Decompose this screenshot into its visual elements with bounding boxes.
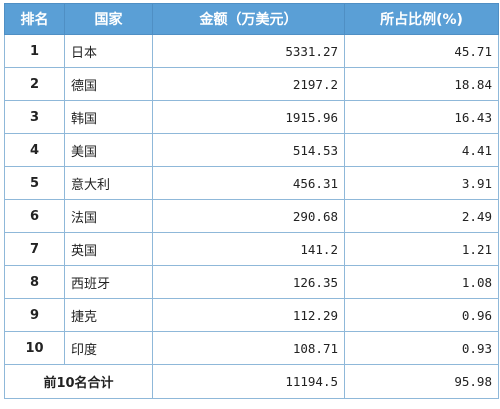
country-cell: 意大利 <box>64 166 153 200</box>
header-amount: 金额（万美元） <box>152 3 345 35</box>
country-cell: 法国 <box>64 199 153 233</box>
amount-cell: 141.2 <box>152 232 345 266</box>
table-row: 4 美国 514.53 4.41 <box>4 133 499 167</box>
header-rank: 排名 <box>4 3 65 35</box>
rank-cell: 6 <box>4 199 65 233</box>
table-row: 6 法国 290.68 2.49 <box>4 199 499 233</box>
ranking-table-container: 排名 国家 金额（万美元） 所占比例(%) 1 日本 5331.27 45.71… <box>4 3 499 399</box>
amount-cell: 290.68 <box>152 199 345 233</box>
share-cell: 0.96 <box>344 298 499 332</box>
share-cell: 1.08 <box>344 265 499 299</box>
share-cell: 2.49 <box>344 199 499 233</box>
table-header-row: 排名 国家 金额（万美元） 所占比例(%) <box>4 3 499 35</box>
table-row: 9 捷克 112.29 0.96 <box>4 298 499 332</box>
rank-cell: 5 <box>4 166 65 200</box>
header-country: 国家 <box>64 3 153 35</box>
rank-cell: 2 <box>4 67 65 101</box>
rank-cell: 8 <box>4 265 65 299</box>
country-cell: 西班牙 <box>64 265 153 299</box>
table-row: 2 德国 2197.2 18.84 <box>4 67 499 101</box>
ranking-table: 排名 国家 金额（万美元） 所占比例(%) 1 日本 5331.27 45.71… <box>4 3 499 399</box>
rank-cell: 7 <box>4 232 65 266</box>
share-cell: 0.93 <box>344 331 499 365</box>
country-cell: 韩国 <box>64 100 153 134</box>
table-row: 8 西班牙 126.35 1.08 <box>4 265 499 299</box>
country-cell: 美国 <box>64 133 153 167</box>
amount-cell: 108.71 <box>152 331 345 365</box>
table-row: 7 英国 141.2 1.21 <box>4 232 499 266</box>
rank-cell: 9 <box>4 298 65 332</box>
share-cell: 4.41 <box>344 133 499 167</box>
share-cell: 16.43 <box>344 100 499 134</box>
share-cell: 3.91 <box>344 166 499 200</box>
country-cell: 英国 <box>64 232 153 266</box>
table-row: 3 韩国 1915.96 16.43 <box>4 100 499 134</box>
total-amount-cell: 11194.5 <box>152 364 345 399</box>
total-share-cell: 95.98 <box>344 364 499 399</box>
country-cell: 印度 <box>64 331 153 365</box>
amount-cell: 456.31 <box>152 166 345 200</box>
rank-cell: 1 <box>4 34 65 68</box>
table-row: 5 意大利 456.31 3.91 <box>4 166 499 200</box>
country-cell: 捷克 <box>64 298 153 332</box>
country-cell: 日本 <box>64 34 153 68</box>
amount-cell: 112.29 <box>152 298 345 332</box>
share-cell: 1.21 <box>344 232 499 266</box>
total-row: 前10名合计 11194.5 95.98 <box>4 364 499 399</box>
amount-cell: 1915.96 <box>152 100 345 134</box>
table-row: 10 印度 108.71 0.93 <box>4 331 499 365</box>
rank-cell: 10 <box>4 331 65 365</box>
total-label: 前10名合计 <box>4 364 153 399</box>
country-cell: 德国 <box>64 67 153 101</box>
amount-cell: 2197.2 <box>152 67 345 101</box>
rank-cell: 4 <box>4 133 65 167</box>
table-row: 1 日本 5331.27 45.71 <box>4 34 499 68</box>
header-share: 所占比例(%) <box>344 3 499 35</box>
share-cell: 18.84 <box>344 67 499 101</box>
amount-cell: 126.35 <box>152 265 345 299</box>
share-cell: 45.71 <box>344 34 499 68</box>
amount-cell: 5331.27 <box>152 34 345 68</box>
rank-cell: 3 <box>4 100 65 134</box>
amount-cell: 514.53 <box>152 133 345 167</box>
